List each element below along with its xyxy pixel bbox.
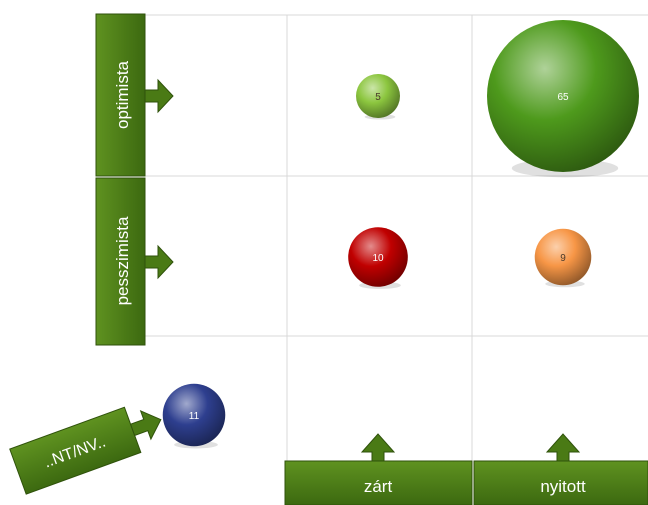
bubble-value-label: 9 xyxy=(560,253,566,264)
bubble xyxy=(534,228,592,286)
row-label-optimista: optimista xyxy=(95,13,174,177)
matrix-grid xyxy=(145,14,648,462)
row-label-pesszimista: pesszimista xyxy=(95,177,174,346)
column-label-text: nyitott xyxy=(540,477,586,496)
bubble-value-label: 11 xyxy=(189,411,200,422)
bubble-layer: 5 65 10 9 11 xyxy=(162,20,639,449)
row-label-text: optimista xyxy=(113,60,132,129)
column-label-zart: zárt xyxy=(284,433,473,505)
outside-label-nt-nv: ..NT/NV.. xyxy=(9,406,162,495)
bubble xyxy=(348,227,408,287)
bubble-value-label: 10 xyxy=(372,253,384,264)
column-label-nyitott: nyitott xyxy=(473,433,648,505)
bubble xyxy=(162,383,226,447)
bubble-value-label: 5 xyxy=(375,92,381,103)
row-label-text: pesszimista xyxy=(113,216,132,305)
bubble-value-label: 65 xyxy=(557,92,569,103)
bubble xyxy=(356,74,400,118)
bubble xyxy=(487,20,639,172)
column-label-text: zárt xyxy=(364,477,393,496)
